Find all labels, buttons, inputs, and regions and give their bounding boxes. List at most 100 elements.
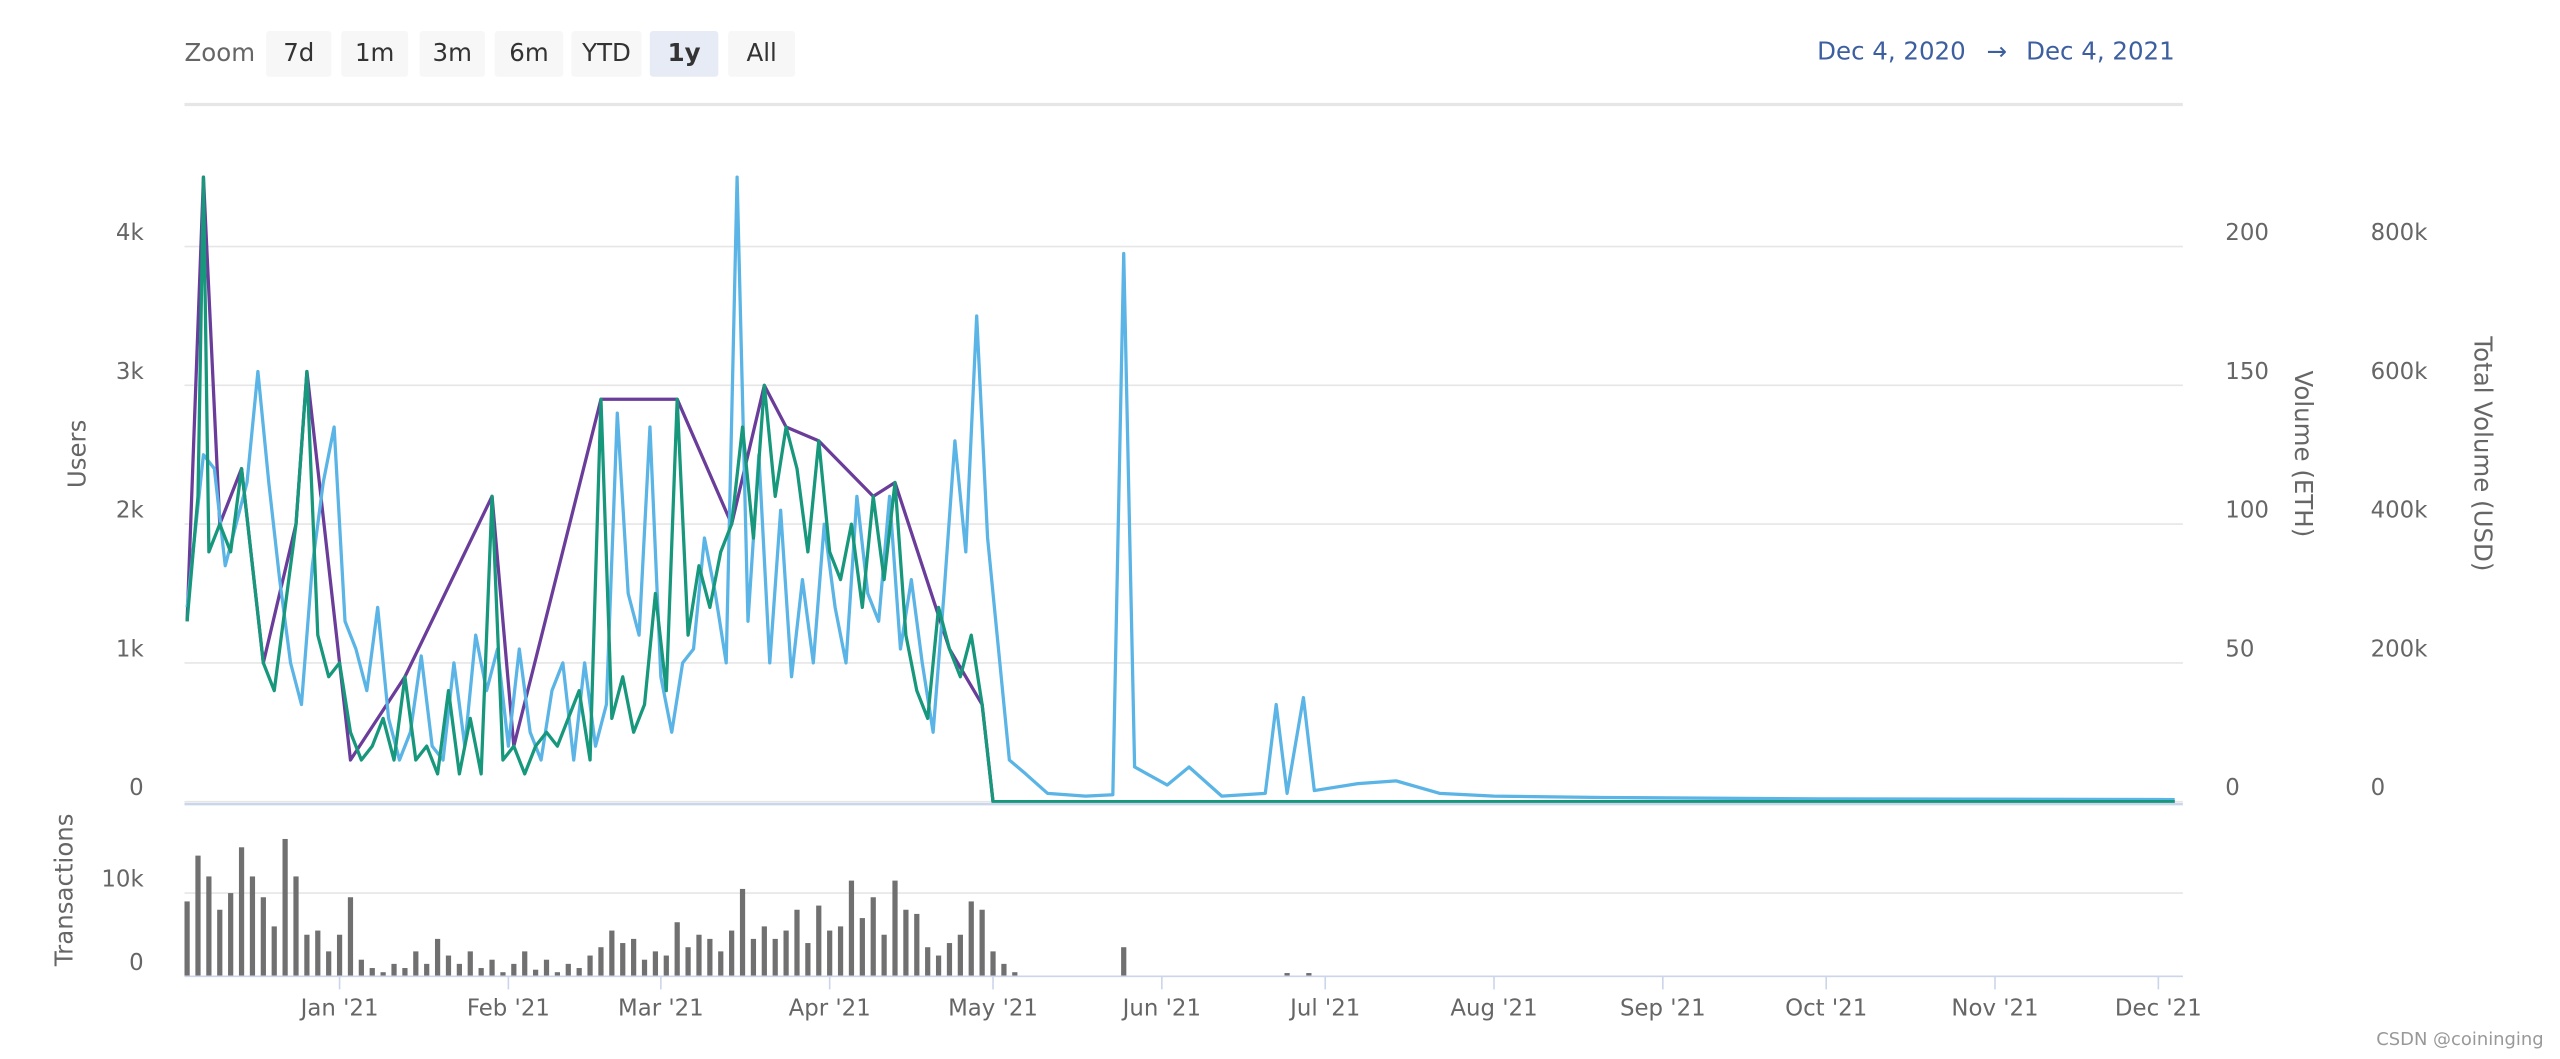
- y2-tick-label: 200: [2225, 220, 2269, 246]
- bar: [696, 934, 702, 977]
- zoom-button-bg: [494, 31, 564, 77]
- bar: [1012, 972, 1018, 977]
- bar: [783, 930, 789, 977]
- bar: [805, 943, 811, 977]
- bar: [402, 968, 408, 977]
- bar: [1001, 963, 1007, 977]
- bar: [543, 959, 550, 977]
- bar: [424, 963, 430, 977]
- series-line: [185, 175, 2175, 802]
- bar: [554, 972, 561, 977]
- bar: [587, 955, 593, 977]
- bar: [206, 876, 212, 977]
- bar: [522, 951, 528, 977]
- bar: [761, 926, 767, 977]
- zoom-button-label: 1y: [668, 38, 701, 67]
- bar: [1121, 947, 1127, 977]
- zoom-button[interactable]: 6m: [494, 31, 564, 77]
- x-tick-label: Jan '21: [299, 996, 379, 1022]
- zoom-button[interactable]: 1y: [649, 31, 719, 77]
- bar: [957, 934, 963, 977]
- bar: [870, 897, 876, 977]
- x-tick-label: Jul '21: [1288, 996, 1360, 1022]
- bar: [467, 951, 473, 977]
- bar: [217, 909, 223, 977]
- bar: [979, 909, 985, 977]
- bar: [565, 963, 571, 977]
- bar: [358, 959, 364, 977]
- bar: [576, 968, 582, 977]
- range-to: Dec 4, 2021: [2026, 36, 2175, 65]
- bar: [925, 947, 931, 977]
- bar: [347, 897, 354, 977]
- bar: [892, 880, 898, 977]
- y2-tick-label: 0: [2225, 775, 2240, 801]
- zoom-button-label: 6m: [509, 38, 548, 67]
- y-tick-label: 4k: [116, 220, 145, 246]
- bar: [718, 951, 724, 977]
- watermark: CSDN @coininging: [2376, 1029, 2543, 1050]
- bar: [326, 951, 332, 977]
- zoom-button-label: 3m: [433, 38, 472, 67]
- y2-tick-label: 150: [2225, 359, 2269, 385]
- zoom-button-bg: [571, 31, 642, 77]
- y2-tick-label: 100: [2225, 498, 2269, 524]
- x-tick-label: Apr '21: [789, 996, 871, 1022]
- bar: [380, 972, 386, 977]
- y3-tick-label: 400k: [2371, 498, 2429, 524]
- bar: [489, 959, 495, 977]
- bar: [707, 938, 713, 977]
- zoom-button-label: 7d: [283, 38, 314, 67]
- bar: [511, 963, 517, 977]
- bar: [282, 838, 288, 977]
- bar: [249, 876, 256, 977]
- bar: [794, 909, 800, 977]
- zoom-button[interactable]: All: [728, 31, 796, 77]
- bar: [903, 909, 909, 977]
- bar: [968, 901, 974, 977]
- bar: [369, 968, 375, 977]
- bar: [914, 913, 920, 977]
- bar: [772, 938, 778, 977]
- bar: [674, 922, 680, 977]
- zoom-button-bg: [266, 31, 332, 77]
- bar: [837, 926, 844, 977]
- bar: [500, 972, 506, 977]
- x-tick-label: Nov '21: [1951, 996, 2038, 1022]
- bar: [195, 855, 201, 977]
- zoom-button[interactable]: YTD: [571, 31, 642, 77]
- bar: [881, 934, 887, 977]
- bar: [293, 876, 299, 977]
- bar: [848, 880, 855, 977]
- range-arrow: →: [1986, 36, 2007, 65]
- bar: [228, 893, 234, 977]
- zoom-button-label: YTD: [581, 38, 631, 67]
- bar: [238, 847, 245, 977]
- zoom-button-bg: [649, 31, 719, 77]
- bar: [685, 947, 691, 977]
- bar: [990, 951, 996, 977]
- y3-tick-label: 200k: [2371, 636, 2429, 662]
- zoom-button[interactable]: 3m: [419, 31, 485, 77]
- y-tick-label: 1k: [116, 636, 145, 662]
- zoom-button[interactable]: 7d: [266, 31, 332, 77]
- bar: [184, 901, 190, 977]
- zoom-button[interactable]: 1m: [341, 31, 409, 77]
- y3-tick-label: 0: [2371, 775, 2386, 801]
- y3-tick-label: 800k: [2371, 220, 2429, 246]
- bar: [652, 951, 659, 977]
- bar: [609, 930, 615, 977]
- zoom-label: Zoom: [184, 38, 255, 67]
- zoom-button-label: 1m: [355, 38, 394, 67]
- bar: [532, 969, 539, 977]
- x-tick-label: Sep '21: [1620, 996, 1706, 1022]
- bar: [260, 897, 266, 977]
- x-tick-label: Oct '21: [1785, 996, 1867, 1022]
- y3-tick-label: 600k: [2371, 359, 2429, 385]
- bar: [445, 955, 452, 977]
- bar: [315, 930, 321, 977]
- bar: [304, 934, 310, 977]
- y-axis-title: Users: [62, 420, 91, 489]
